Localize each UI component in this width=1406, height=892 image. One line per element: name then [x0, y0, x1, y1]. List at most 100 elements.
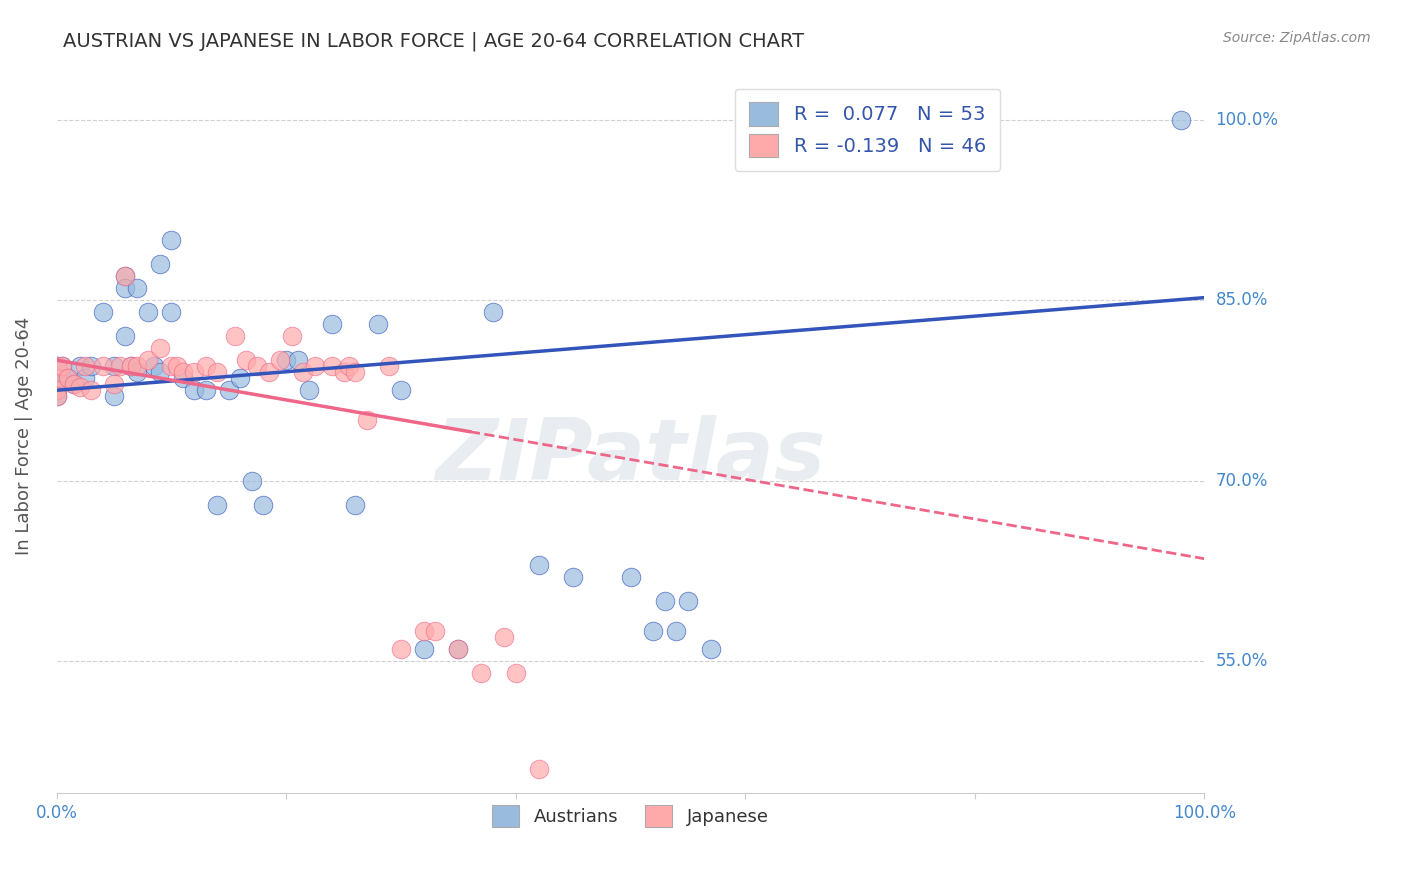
Point: [224, 329, 246, 343]
Point: [172, 365, 194, 379]
Point: [51, 359, 73, 374]
Point: [149, 341, 172, 355]
Point: [114, 268, 136, 283]
Point: [367, 317, 389, 331]
Text: AUSTRIAN VS JAPANESE IN LABOR FORCE | AGE 20-64 CORRELATION CHART: AUSTRIAN VS JAPANESE IN LABOR FORCE | AG…: [63, 31, 804, 51]
Point: [103, 359, 125, 374]
Point: [103, 389, 125, 403]
Text: 70.0%: 70.0%: [1216, 472, 1268, 490]
Point: [246, 359, 269, 374]
Text: 55.0%: 55.0%: [1216, 652, 1268, 670]
Point: [481, 305, 503, 319]
Point: [125, 365, 148, 379]
Point: [194, 384, 217, 398]
Point: [292, 365, 315, 379]
Point: [45, 371, 67, 385]
Point: [56, 371, 79, 385]
Point: [120, 359, 142, 374]
Point: [321, 359, 343, 374]
Point: [207, 365, 229, 379]
Point: [91, 305, 114, 319]
Point: [160, 305, 183, 319]
Point: [665, 624, 688, 638]
Point: [654, 594, 676, 608]
Point: [63, 377, 86, 392]
Point: [51, 359, 73, 374]
Point: [257, 365, 280, 379]
Point: [160, 233, 183, 247]
Point: [1170, 112, 1192, 127]
Point: [114, 268, 136, 283]
Point: [45, 389, 67, 403]
Point: [120, 359, 142, 374]
Point: [337, 359, 360, 374]
Point: [194, 359, 217, 374]
Point: [183, 384, 205, 398]
Point: [172, 371, 194, 385]
Point: [45, 371, 67, 385]
Point: [207, 498, 229, 512]
Point: [269, 353, 291, 368]
Point: [298, 384, 321, 398]
Point: [69, 379, 91, 393]
Point: [69, 359, 91, 374]
Point: [45, 384, 67, 398]
Text: Source: ZipAtlas.com: Source: ZipAtlas.com: [1223, 31, 1371, 45]
Legend: Austrians, Japanese: Austrians, Japanese: [485, 798, 776, 834]
Point: [344, 365, 367, 379]
Text: ZIPatlas: ZIPatlas: [436, 416, 825, 499]
Point: [160, 359, 183, 374]
Point: [56, 371, 79, 385]
Point: [287, 353, 309, 368]
Point: [166, 359, 188, 374]
Point: [45, 359, 67, 374]
Point: [45, 359, 67, 374]
Point: [321, 317, 343, 331]
Point: [63, 377, 86, 392]
Point: [183, 365, 205, 379]
Point: [356, 413, 378, 427]
Point: [143, 359, 166, 374]
Point: [114, 281, 136, 295]
Point: [103, 377, 125, 392]
Point: [276, 353, 298, 368]
Point: [252, 498, 274, 512]
Point: [344, 498, 367, 512]
Point: [470, 666, 492, 681]
Point: [75, 359, 97, 374]
Point: [281, 329, 304, 343]
Point: [149, 365, 172, 379]
Point: [108, 359, 131, 374]
Text: 85.0%: 85.0%: [1216, 291, 1268, 309]
Point: [494, 630, 516, 644]
Point: [447, 642, 470, 657]
Point: [80, 359, 103, 374]
Point: [45, 384, 67, 398]
Text: 100.0%: 100.0%: [1216, 111, 1278, 128]
Point: [114, 329, 136, 343]
Point: [125, 281, 148, 295]
Point: [80, 384, 103, 398]
Point: [447, 642, 470, 657]
Point: [91, 359, 114, 374]
Point: [425, 624, 447, 638]
Point: [527, 762, 550, 776]
Point: [643, 624, 665, 638]
Point: [304, 359, 326, 374]
Point: [700, 642, 723, 657]
Point: [378, 359, 401, 374]
Point: [389, 384, 412, 398]
Point: [332, 365, 354, 379]
Point: [412, 624, 434, 638]
Point: [125, 359, 148, 374]
Point: [389, 642, 412, 657]
Point: [75, 371, 97, 385]
Point: [240, 474, 263, 488]
Point: [229, 371, 252, 385]
Point: [527, 558, 550, 572]
Y-axis label: In Labor Force | Age 20-64: In Labor Force | Age 20-64: [15, 317, 32, 555]
Point: [138, 305, 160, 319]
Point: [51, 371, 73, 385]
Point: [138, 353, 160, 368]
Point: [505, 666, 527, 681]
